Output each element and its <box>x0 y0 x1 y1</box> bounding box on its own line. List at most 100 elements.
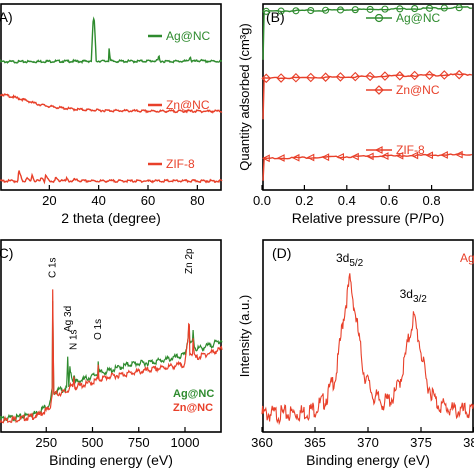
data-point <box>262 154 270 163</box>
legend-marker <box>374 85 384 95</box>
data-point <box>262 7 270 15</box>
x-tick-label: 60 <box>141 193 155 208</box>
legend-label: Zn@NC <box>166 98 210 112</box>
y-axis-label: Quantity adsorbed (cm³g) <box>237 23 252 170</box>
x-axis-label: Binding energy (eV) <box>49 452 173 468</box>
x-tick-label: 370 <box>357 435 379 450</box>
data-point <box>322 6 330 14</box>
panel-b-isotherm: 0.0 0.2 0.4 0.6 0.8 Relative pressure (P/Po) (… <box>237 3 474 226</box>
legend-label: Ag <box>460 251 474 265</box>
legend-label: Zn@NC <box>173 402 213 414</box>
peak-annotation: Ag 3d <box>63 306 74 332</box>
x-tick-label: 0.6 <box>380 193 398 208</box>
legend-label: ZIF-8 <box>166 157 195 171</box>
x-tick-label: 360 <box>251 435 273 450</box>
x-tick-label: 40 <box>91 193 105 208</box>
panel-label: (D) <box>272 245 291 261</box>
data-point <box>395 71 405 81</box>
data-point <box>291 72 301 83</box>
peak-annotation: C 1s <box>48 257 59 278</box>
data-point <box>395 151 404 160</box>
peak-annotation: N 1s <box>69 329 80 350</box>
x-tick-label: 750 <box>128 435 150 450</box>
data-point <box>396 5 404 13</box>
series-line <box>0 170 223 185</box>
data-point <box>380 152 389 160</box>
data-point <box>336 153 344 161</box>
legend-label: Ag@NC <box>166 29 211 43</box>
legend-label: ZIF-8 <box>396 143 425 157</box>
data-point <box>335 72 346 82</box>
data-point <box>440 4 448 12</box>
data-point <box>410 151 419 160</box>
data-point <box>276 73 286 83</box>
series-line <box>0 16 222 65</box>
series-line <box>0 289 223 424</box>
x-axis-label: 2 theta (degree) <box>61 210 161 226</box>
peak-annotation: 3d3/2 <box>400 287 428 305</box>
data-point <box>351 152 359 161</box>
x-tick-label: 375 <box>410 435 432 450</box>
series-line <box>0 93 223 114</box>
series-line <box>261 273 474 426</box>
x-tick-label: 0.0 <box>253 193 271 208</box>
legend-marker <box>374 146 383 154</box>
peak-annotation: Zn 2p <box>184 248 195 274</box>
legend-label: Ag@NC <box>396 11 441 25</box>
panel-a-xrd: 20 40 60 80 2 theta (degree) (A) Ag@NC Zn@NC ZIF… <box>0 3 223 226</box>
data-point <box>380 71 390 81</box>
data-point <box>277 7 285 15</box>
x-tick-label: 250 <box>35 435 57 450</box>
x-tick-label: 0.8 <box>423 193 441 208</box>
x-tick-label: 20 <box>42 193 56 208</box>
data-point <box>321 153 330 162</box>
data-point <box>455 4 463 12</box>
x-tick-label: 500 <box>82 435 104 450</box>
x-axis-label: Relative pressure (P/Po) <box>292 210 445 226</box>
data-point <box>292 7 300 15</box>
x-tick-label: 0.2 <box>295 193 313 208</box>
legend-label: Ag@NC <box>173 388 214 400</box>
data-point <box>425 4 434 12</box>
y-axis-label: Intensity (a.u.) <box>237 295 252 377</box>
data-point <box>320 72 331 82</box>
data-point <box>381 5 389 13</box>
legend-label: Zn@NC <box>396 83 440 97</box>
data-point <box>351 6 359 14</box>
panel-label: (C) <box>0 245 13 261</box>
panel-label: (B) <box>266 9 285 25</box>
data-point <box>350 71 361 82</box>
panel-c-xps-survey: 250 500 750 1000 Binding energy (eV) (C) Ag@NC… <box>0 239 223 468</box>
plot-frame <box>262 3 474 191</box>
data-point <box>261 73 272 84</box>
data-point <box>424 70 435 81</box>
data-point <box>409 70 420 81</box>
data-point <box>454 150 463 159</box>
data-point <box>366 5 374 13</box>
panel-d-ag3d: 360 365 370 375 380 Binding energy (eV) (D) Int… <box>237 239 474 468</box>
data-point <box>454 69 464 80</box>
data-point <box>365 152 374 161</box>
plot-frame <box>0 3 222 191</box>
legend-marker <box>374 13 384 23</box>
x-tick-label: 380 <box>463 435 474 450</box>
peak-annotation: O 1s <box>93 319 104 340</box>
x-tick-label: 80 <box>190 193 204 208</box>
data-point <box>336 6 344 14</box>
data-point <box>291 153 300 162</box>
data-point <box>411 5 419 13</box>
data-point <box>440 151 448 159</box>
x-tick-label: 0.4 <box>338 193 356 208</box>
data-point <box>365 71 375 82</box>
data-point <box>307 6 315 15</box>
x-tick-label: 365 <box>304 435 326 450</box>
plot-frame <box>0 239 222 433</box>
x-tick-label: 1000 <box>171 435 200 450</box>
series-line <box>262 6 472 60</box>
panel-label: (A) <box>0 9 13 25</box>
data-point <box>439 70 450 80</box>
data-point <box>306 153 315 162</box>
peak-annotation: 3d5/2 <box>336 251 364 269</box>
data-point <box>276 154 285 162</box>
